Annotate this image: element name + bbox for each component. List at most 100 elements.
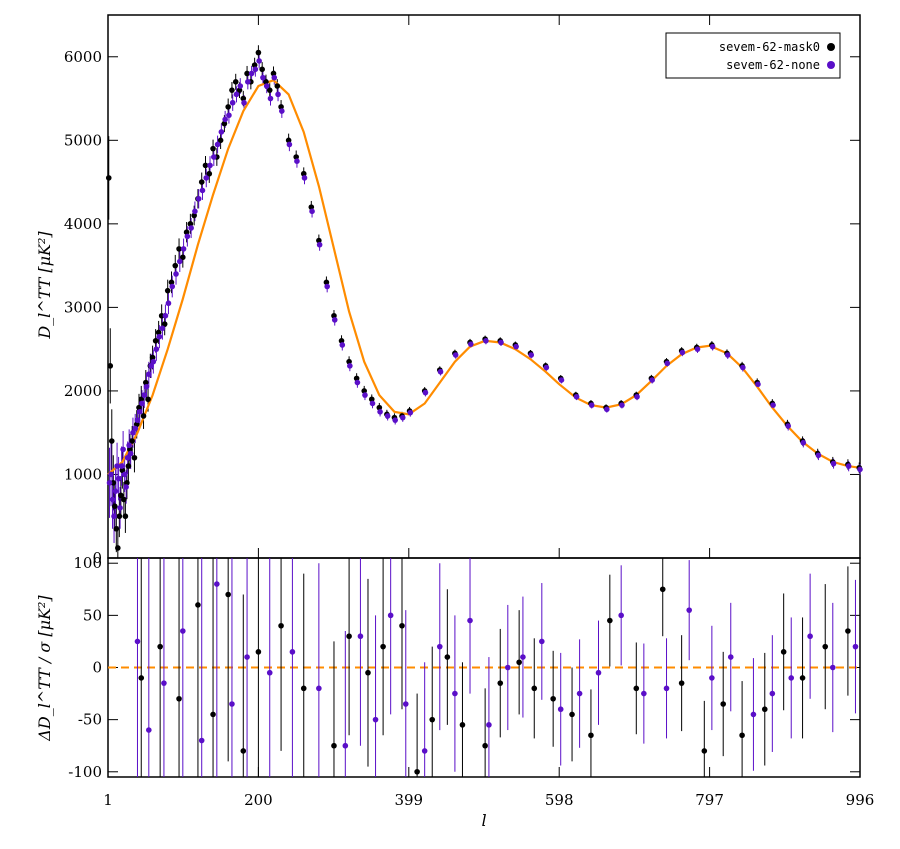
x-tick-label-2: 399 — [394, 791, 423, 809]
bottom-point-s1-17 — [436, 643, 443, 650]
top-y-tick-label-5: 5000 — [64, 131, 102, 149]
top-point-s0-33 — [180, 254, 186, 261]
top-point-s1-47 — [233, 91, 240, 98]
bottom-point-s1-21 — [505, 664, 511, 671]
top-point-s0-49 — [240, 95, 247, 102]
top-point-s0-25 — [152, 338, 159, 344]
top-point-s0-0 — [105, 175, 112, 181]
bottom-point-s0-6 — [240, 748, 247, 754]
top-point-s1-89 — [604, 406, 610, 413]
top-point-s0-21 — [142, 379, 149, 386]
top-point-s0-32 — [176, 246, 182, 252]
top-point-s0-15 — [129, 438, 135, 444]
bottom-point-s0-20 — [497, 680, 504, 686]
top-point-s1-35 — [188, 225, 194, 231]
top-point-s1-52 — [252, 66, 259, 73]
bottom-panel: 1 200 399 598 797 996 -100 -50 0 50 100 ΔD_l^TT / … — [35, 554, 874, 830]
top-point-s0-5 — [113, 525, 120, 532]
top-point-s0-50 — [244, 70, 250, 77]
top-point-s1-76 — [407, 409, 414, 416]
bottom-point-s1-26 — [595, 669, 602, 676]
bottom-point-s1-10 — [316, 685, 322, 692]
top-point-s1-38 — [199, 187, 206, 194]
bottom-y-tick-label-3: 50 — [83, 606, 102, 624]
bottom-point-s0-36 — [822, 643, 829, 650]
top-point-s1-14 — [127, 450, 134, 457]
bottom-point-s1-36 — [807, 633, 813, 640]
top-point-s1-19 — [139, 400, 145, 407]
bottom-point-s1-14 — [387, 612, 394, 619]
top-panel: 0 1000 2000 3000 4000 5000 6000 D_l^TT [μK²] s… — [35, 14, 863, 567]
top-point-s1-79 — [452, 352, 459, 358]
top-point-s0-72 — [376, 404, 383, 411]
top-point-s1-99 — [755, 381, 761, 388]
top-point-s1-9 — [120, 446, 126, 453]
top-point-s1-72 — [377, 409, 383, 415]
top-point-s1-82 — [498, 339, 504, 346]
top-point-s1-37 — [195, 195, 202, 202]
top-point-s1-0 — [106, 480, 113, 486]
top-y-tick-label-3: 3000 — [64, 298, 102, 316]
top-point-s0-45 — [225, 104, 231, 110]
top-point-s1-7 — [117, 505, 123, 511]
bottom-point-s0-34 — [780, 649, 787, 655]
top-point-s1-4 — [112, 488, 119, 494]
bottom-point-s0-9 — [300, 685, 307, 692]
top-point-s0-64 — [316, 237, 322, 244]
top-point-s0-48 — [236, 87, 243, 93]
bottom-point-s0-21 — [516, 659, 522, 666]
top-tick-labels: 0 1000 2000 3000 4000 5000 6000 — [64, 48, 102, 567]
x-tick-label-4: 797 — [695, 791, 724, 809]
top-point-s0-16 — [131, 454, 138, 461]
top-point-s0-55 — [263, 79, 269, 85]
bottom-point-s1-28 — [641, 690, 647, 697]
bottom-point-s0-29 — [678, 680, 685, 686]
top-point-s1-92 — [649, 377, 655, 383]
bottom-point-s1-29 — [663, 685, 670, 692]
top-point-s0-12 — [124, 480, 130, 486]
bottom-point-s1-24 — [557, 706, 564, 713]
legend-label-none: sevem-62-none — [726, 58, 820, 72]
top-point-s1-20 — [141, 392, 148, 398]
bottom-point-s1-6 — [229, 701, 235, 707]
top-y-axis-title: D_l^TT [μK²] — [35, 231, 54, 340]
top-point-s1-13 — [126, 442, 132, 449]
top-point-s0-13 — [125, 463, 132, 469]
top-point-s1-29 — [165, 300, 172, 307]
top-point-s0-54 — [259, 66, 265, 73]
top-point-s1-91 — [634, 393, 640, 400]
top-point-s0-58 — [274, 83, 281, 89]
bottom-point-s1-30 — [686, 607, 692, 613]
bottom-point-s1-4 — [198, 737, 205, 744]
bottom-point-s0-17 — [444, 654, 451, 660]
top-point-s0-56 — [266, 87, 273, 93]
top-point-s1-75 — [399, 414, 406, 421]
top-point-s0-65 — [323, 279, 330, 286]
top-point-s1-27 — [159, 325, 166, 332]
top-point-s1-62 — [301, 175, 308, 181]
x-tick-label-0: 1 — [103, 791, 113, 809]
top-point-s0-71 — [368, 396, 375, 403]
bottom-point-s1-5 — [214, 581, 220, 587]
top-point-s1-96 — [709, 343, 716, 350]
top-point-s1-53 — [256, 58, 262, 64]
top-point-s0-31 — [172, 262, 179, 269]
bottom-point-s1-27 — [618, 612, 624, 619]
top-point-s0-35 — [187, 221, 194, 227]
top-point-s1-24 — [150, 358, 157, 365]
top-point-s1-44 — [222, 116, 228, 123]
top-point-s1-28 — [162, 312, 169, 319]
top-point-s0-60 — [285, 137, 292, 144]
top-point-s1-101 — [785, 423, 792, 429]
bottom-point-s1-34 — [769, 690, 776, 697]
bottom-point-s1-16 — [421, 748, 428, 754]
top-point-s1-67 — [339, 342, 346, 348]
top-point-s0-67 — [338, 338, 345, 344]
bottom-point-s0-16 — [429, 716, 436, 723]
top-point-s1-25 — [153, 346, 160, 352]
bottom-y-tick-label-0: -100 — [68, 763, 102, 781]
top-data-points — [105, 49, 863, 551]
top-point-s1-69 — [354, 379, 361, 386]
